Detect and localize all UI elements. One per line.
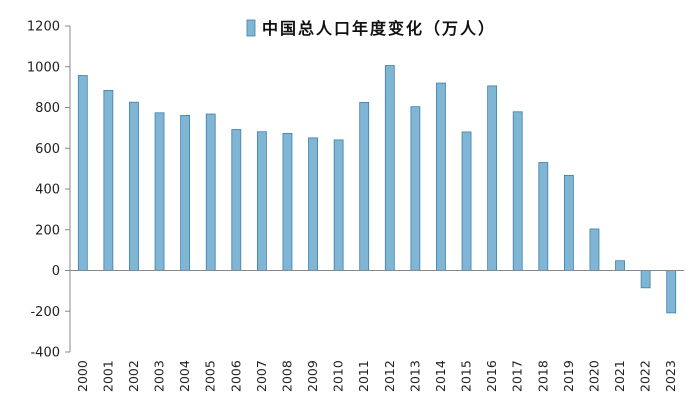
x-tick-label: 2001	[100, 360, 115, 392]
y-tick-label: 400	[35, 183, 60, 198]
x-tick-label: 2008	[279, 360, 294, 392]
y-tick-label: 0	[52, 264, 60, 279]
x-tick-label: 2019	[561, 360, 576, 392]
legend: 中国总人口年度变化（万人）	[246, 19, 496, 38]
bar-2013	[410, 106, 421, 271]
x-tick-label: 2006	[228, 360, 243, 392]
bar-2023	[666, 270, 677, 314]
bars	[77, 65, 677, 314]
bar-2014	[436, 82, 446, 271]
bar-2010	[333, 139, 344, 271]
legend-label: 中国总人口年度变化（万人）	[262, 19, 496, 38]
x-tick-label: 2017	[510, 360, 525, 392]
bar-2015	[461, 131, 472, 271]
x-axis: 2000 2001 2002 2003 2004 2005 2006 2007 2008 2009…	[70, 270, 684, 392]
bar-2005	[205, 113, 216, 271]
x-tick-label: 2015	[459, 360, 474, 392]
y-axis: -400 -200 0 200 400 600 800 1000 1200	[27, 20, 71, 361]
x-tick-label: 2005	[203, 360, 218, 392]
x-tick-label: 2002	[126, 360, 141, 392]
y-tick-label: -200	[30, 305, 60, 320]
bar-2006	[231, 129, 242, 271]
bar-2012	[384, 65, 395, 271]
x-tick-label: 2013	[407, 360, 422, 392]
bar-2007	[256, 131, 267, 271]
bar-2019	[563, 174, 574, 271]
x-tick-label: 2020	[586, 360, 601, 392]
x-tick-label: 2011	[356, 360, 371, 392]
x-tick-label: 2003	[152, 360, 167, 392]
x-tick-label: 2021	[612, 360, 627, 392]
bar-2017	[512, 111, 523, 271]
bar-2008	[282, 132, 293, 271]
x-tick-label: 2022	[638, 360, 653, 392]
x-tick-label: 2012	[382, 360, 397, 392]
bar-2016	[487, 85, 498, 271]
x-tick-label: 2010	[331, 360, 346, 392]
bar-2001	[103, 89, 114, 271]
y-tick-label: 600	[35, 142, 60, 157]
bar-2020	[589, 228, 600, 271]
bar-2003	[154, 112, 165, 271]
bar-2002	[129, 101, 139, 271]
y-tick-label: 1200	[27, 20, 60, 35]
y-tick-label: 1000	[27, 60, 60, 75]
bar-2018	[538, 162, 549, 271]
x-tick-label: 2014	[433, 360, 448, 392]
bar-2021	[615, 260, 625, 271]
x-tick-label: 2004	[177, 360, 192, 392]
legend-swatch	[246, 19, 256, 37]
x-tick-label: 2009	[305, 360, 320, 392]
bar-2009	[308, 137, 318, 271]
bar-2022	[640, 270, 651, 289]
x-tick-label: 2007	[254, 360, 269, 392]
y-tick-label: -400	[30, 346, 60, 361]
y-tick-label: 200	[35, 223, 60, 238]
y-tick-label: 800	[35, 101, 60, 116]
bar-2004	[180, 115, 191, 271]
x-tick-label: 2000	[75, 360, 90, 392]
bar-2011	[359, 102, 370, 271]
x-tick-label: 2023	[663, 360, 678, 392]
bar-2000	[77, 75, 88, 271]
x-tick-label: 2018	[535, 360, 550, 392]
x-tick-label: 2016	[484, 360, 499, 392]
